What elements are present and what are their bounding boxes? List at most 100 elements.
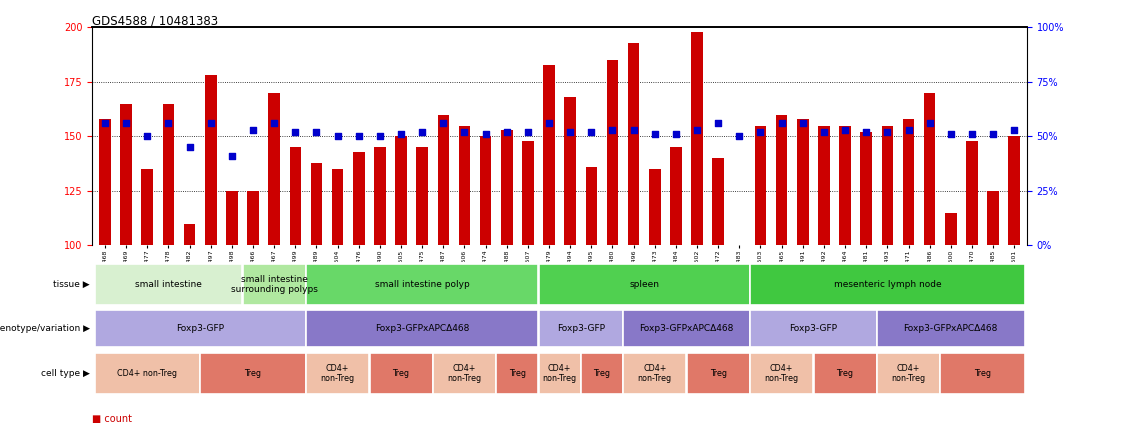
Point [244,126,262,133]
Text: spleen: spleen [629,280,659,289]
Point [1006,126,1024,133]
Point [731,133,749,140]
Bar [754,126,767,245]
Bar [607,60,618,245]
Text: GDS4588 / 10481383: GDS4588 / 10481383 [92,14,218,27]
Bar [628,43,640,245]
Point [604,126,622,133]
Point [540,120,558,127]
Bar [713,158,724,245]
Text: mesenteric lymph node: mesenteric lymph node [833,280,941,289]
Bar [750,310,876,347]
Bar [538,310,623,347]
Point [561,129,579,135]
Point [941,131,959,137]
Bar [268,93,280,245]
Bar [352,152,365,245]
Bar [369,353,432,394]
Bar [538,264,750,305]
Point [963,131,981,137]
Text: CD4+
non-Treg: CD4+ non-Treg [321,364,355,383]
Text: Treg: Treg [393,369,410,378]
Point [223,153,241,159]
Text: CD4+
non-Treg: CD4+ non-Treg [637,364,672,383]
Text: small intestine: small intestine [135,280,202,289]
Bar [877,353,940,394]
Bar [438,115,449,245]
Bar [940,353,1025,394]
Text: CD4+
non-Treg: CD4+ non-Treg [892,364,926,383]
Text: CD4+
non-Treg: CD4+ non-Treg [765,364,798,383]
Bar [750,264,1025,305]
Point [117,120,135,127]
Bar [248,191,259,245]
Text: Treg: Treg [244,369,261,378]
Text: Foxp3-GFP: Foxp3-GFP [176,324,224,333]
Text: CD4+ non-Treg: CD4+ non-Treg [117,369,177,378]
Bar [95,264,242,305]
Bar [670,147,681,245]
Bar [306,310,538,347]
Point [370,133,388,140]
Point [519,129,537,135]
Point [646,131,664,137]
Text: Foxp3-GFPxAPCΔ468: Foxp3-GFPxAPCΔ468 [903,324,998,333]
Bar [839,126,851,245]
Bar [797,119,808,245]
Bar [480,137,491,245]
Bar [226,191,238,245]
Text: Foxp3-GFP: Foxp3-GFP [556,324,605,333]
Bar [581,353,623,394]
Bar [687,353,750,394]
Bar [903,119,914,245]
Text: tissue ▶: tissue ▶ [53,280,90,289]
Text: CD4+
non-Treg: CD4+ non-Treg [543,364,577,383]
Bar [860,132,872,245]
Bar [458,126,471,245]
Point [455,129,473,135]
Bar [243,264,305,305]
Text: small intestine polyp: small intestine polyp [375,280,470,289]
Point [265,120,283,127]
Point [751,129,769,135]
Bar [538,353,581,394]
Point [435,120,453,127]
Text: Foxp3-GFPxAPCΔ468: Foxp3-GFPxAPCΔ468 [375,324,470,333]
Text: Treg: Treg [709,369,726,378]
Point [794,120,812,127]
Bar [923,93,936,245]
Bar [649,169,661,245]
Bar [184,223,196,245]
Point [984,131,1002,137]
Point [625,126,643,133]
Bar [497,353,538,394]
Bar [814,353,876,394]
Point [837,126,855,133]
Point [307,129,325,135]
Point [138,133,157,140]
Point [476,131,494,137]
Bar [988,191,999,245]
Point [582,129,600,135]
Text: Treg: Treg [837,369,854,378]
Point [921,120,939,127]
Point [413,129,431,135]
Bar [691,32,703,245]
Bar [99,119,110,245]
Bar [162,104,175,245]
Bar [586,167,597,245]
Bar [522,141,534,245]
Bar [374,147,386,245]
Point [329,133,347,140]
Point [857,129,875,135]
Bar [819,126,830,245]
Text: Foxp3-GFP: Foxp3-GFP [789,324,838,333]
Point [160,120,178,127]
Bar [882,126,893,245]
Point [392,131,410,137]
Bar [624,310,750,347]
Bar [142,169,153,245]
Bar [1009,137,1020,245]
Bar [395,137,406,245]
Text: Treg: Treg [509,369,526,378]
